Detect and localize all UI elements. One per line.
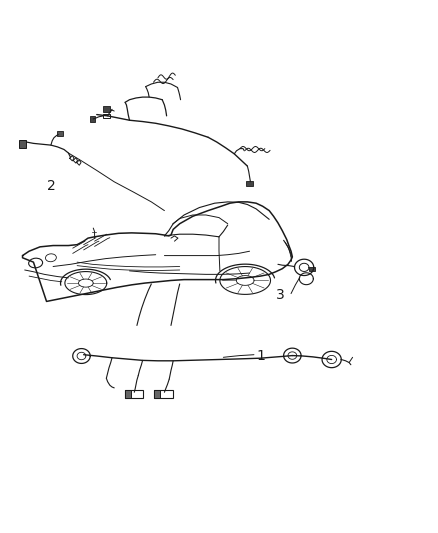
Text: 2: 2 <box>46 179 55 193</box>
FancyBboxPatch shape <box>154 391 160 398</box>
FancyBboxPatch shape <box>246 181 253 186</box>
FancyBboxPatch shape <box>57 131 63 135</box>
FancyBboxPatch shape <box>309 266 315 271</box>
Text: 3: 3 <box>276 288 285 302</box>
FancyBboxPatch shape <box>19 140 26 148</box>
FancyBboxPatch shape <box>125 391 131 398</box>
Text: 1: 1 <box>256 349 265 363</box>
FancyBboxPatch shape <box>103 106 110 111</box>
FancyBboxPatch shape <box>90 116 95 122</box>
